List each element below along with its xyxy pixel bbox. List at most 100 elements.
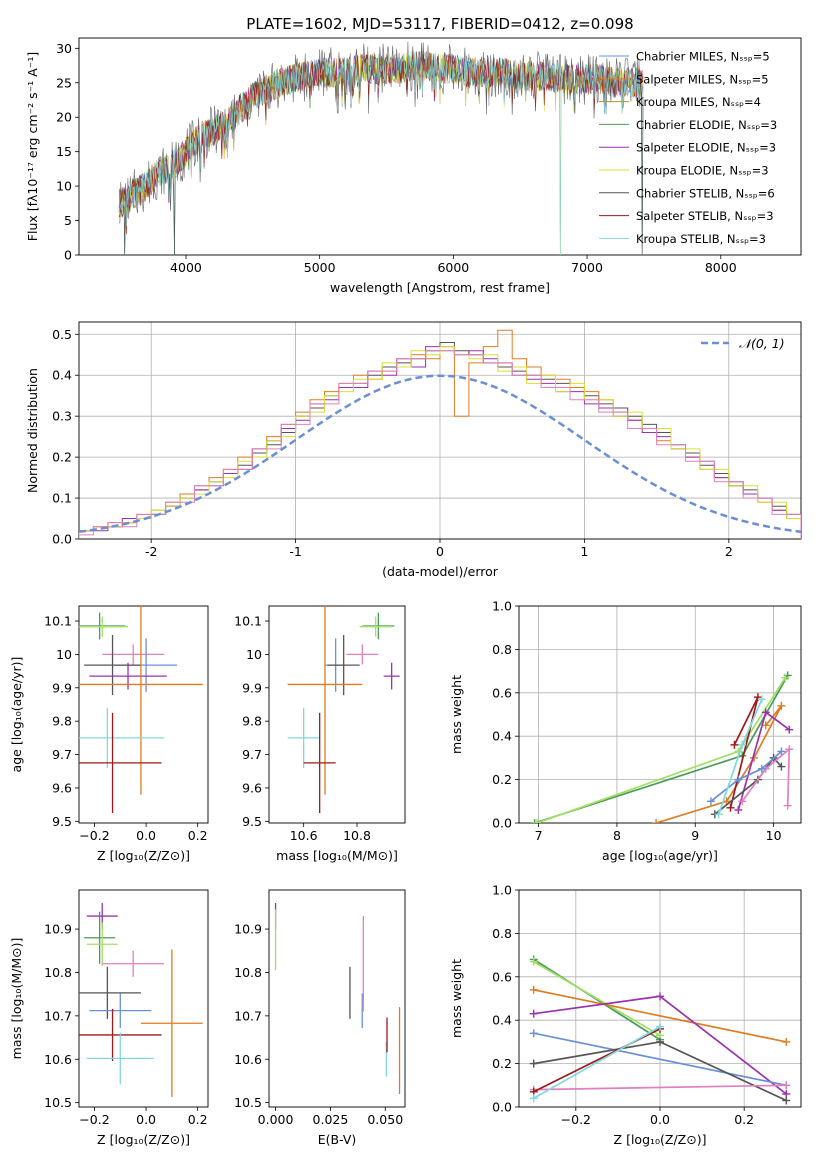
x-axis-label: E(B-V) — [318, 1132, 357, 1147]
x-axis-label: Z [log₁₀(Z/Z⊙)] — [97, 1132, 190, 1147]
x-axis-label: (data-model)/error — [382, 564, 499, 579]
y-axis-label: mass weight — [449, 959, 464, 1038]
chart-residuals: -2 -1 0 1 2 0.0 0.1 0.2 0.3 0.4 0.5 (data-model)/er… — [25, 321, 802, 579]
x-tick-label: 1 — [580, 544, 588, 559]
y-tick-label: 1.0 — [492, 883, 512, 898]
legend-label: Kroupa STELIB, Nₛₛₚ=3 — [636, 232, 766, 246]
chart-weight_vs_Z: −0.2 0.0 0.2 0.0 0.2 0.4 0.6 0.8 1.0 Z [log₁₀(Z/Z… — [449, 883, 802, 1147]
y-tick-label: 0.3 — [52, 409, 72, 424]
weight-line — [710, 750, 782, 802]
x-tick-label: -2 — [145, 544, 157, 559]
y-tick-label: 0.0 — [492, 816, 512, 831]
x-axis-label: Z [log₁₀(Z/Z⊙)] — [614, 1132, 707, 1147]
y-tick-label: 10.9 — [44, 922, 72, 937]
chart-age_vs_mass: 10.6 10.8 9.5 9.6 9.7 9.8 9.9 10 10.1 mass [log₁₀… — [234, 605, 406, 863]
x-tick-label: 9 — [691, 828, 699, 843]
y-tick-label: 0 — [64, 248, 72, 263]
y-axis-label: Flux [fλ10⁻¹⁷ erg cm⁻² s⁻¹ A⁻¹] — [25, 52, 40, 241]
x-axis-label: age [log₁₀(age/yr)] — [602, 848, 718, 863]
normal-curve — [79, 374, 801, 534]
y-axis-label: mass [log₁₀(M/M⊙)] — [9, 938, 24, 1060]
y-tick-label: 9.8 — [242, 714, 262, 729]
legend: Chabrier MILES, Nₛₛₚ=5 Salpeter MILES, Nₛ… — [599, 50, 777, 246]
y-tick-label: 0.4 — [492, 1013, 512, 1028]
plot-area — [79, 606, 203, 813]
x-tick-label: −0.2 — [79, 1112, 109, 1127]
y-tick-label: 10.5 — [234, 1095, 262, 1110]
y-tick-label: 0.0 — [52, 532, 72, 547]
y-tick-label: 9.5 — [52, 814, 72, 829]
axes-frame — [78, 37, 802, 256]
plot-area — [530, 671, 794, 823]
chart-age_vs_Z: −0.2 0.0 0.2 9.5 9.6 9.7 9.8 9.9 10 10.1 Z [log₁₀(… — [9, 605, 209, 863]
legend-label: Salpeter STELIB, Nₛₛₚ=3 — [636, 209, 774, 223]
weight-line — [533, 1025, 661, 1100]
y-axis-label: Normed distribution — [25, 368, 40, 493]
chart-spectrum: 4000 5000 6000 7000 8000 0 5 10 15 20 25 30 waveleng… — [25, 37, 802, 295]
x-tick-label: −0.2 — [561, 1112, 591, 1127]
weight-line — [741, 747, 791, 806]
chart-weight_vs_age: 7 8 9 10 0.0 0.2 0.4 0.6 0.8 1.0 age [log₁₀(age/yr… — [449, 599, 802, 863]
legend-label: Chabrier STELIB, Nₛₛₚ=6 — [636, 186, 775, 200]
y-tick-label: 0.4 — [492, 729, 512, 744]
legend-label: Chabrier ELODIE, Nₛₛₚ=3 — [636, 118, 777, 132]
y-tick-label: 0.2 — [492, 1056, 512, 1071]
y-tick-label: 10.7 — [44, 1008, 72, 1023]
x-tick-label: 2 — [725, 544, 733, 559]
x-tick-label: 0.2 — [188, 1112, 208, 1127]
y-tick-label: 30 — [56, 41, 72, 56]
y-tick-label: 9.9 — [242, 680, 262, 695]
y-tick-label: 10.1 — [44, 614, 72, 629]
plot-area — [118, 41, 644, 255]
x-tick-label: 0.0 — [136, 828, 156, 843]
x-tick-label: 0 — [436, 544, 444, 559]
legend-label: Salpeter ELODIE, Nₛₛₚ=3 — [636, 141, 776, 155]
y-tick-label: 9.9 — [52, 680, 72, 695]
chart-panels: 4000 5000 6000 7000 8000051015202530waveleng… — [9, 37, 802, 1147]
axes-frame — [78, 889, 209, 1108]
y-tick-label: 9.8 — [52, 714, 72, 729]
legend-label: 𝒩(0, 1) — [739, 336, 785, 351]
y-axis-label: mass weight — [449, 675, 464, 754]
legend-label: Chabrier MILES, Nₛₛₚ=5 — [636, 50, 770, 64]
y-tick-label: 0.2 — [52, 450, 72, 465]
y-tick-label: 0.6 — [492, 685, 512, 700]
x-tick-label: 0.0 — [136, 1112, 156, 1127]
y-tick-label: 10.7 — [234, 1008, 262, 1023]
chart-mass_vs_Z: −0.2 0.0 0.2 10.5 10.6 10.7 10.8 10.9 Z [log₁₀(Z… — [9, 889, 209, 1147]
x-tick-label: 6000 — [437, 260, 469, 275]
legend-label: Salpeter MILES, Nₛₛₚ=5 — [636, 72, 769, 86]
chart-mass_vs_ebv: 0.000 0.025 0.050 10.5 10.6 10.7 10.8 10.9 E(B-V… — [234, 889, 406, 1147]
y-tick-label: 10.6 — [234, 1052, 262, 1067]
weight-line — [533, 958, 661, 1041]
x-tick-label: 10.6 — [290, 828, 318, 843]
x-tick-label: 4000 — [170, 260, 202, 275]
y-tick-label: 0.8 — [492, 926, 512, 941]
x-tick-label: 0.000 — [258, 1112, 294, 1127]
y-tick-label: 10.8 — [44, 965, 72, 980]
y-tick-label: 0.6 — [492, 969, 512, 984]
x-tick-label: 0.0 — [650, 1112, 670, 1127]
y-tick-label: 9.7 — [242, 747, 262, 762]
axes-frame — [78, 605, 209, 824]
weight-line — [536, 677, 787, 823]
legend-label: Kroupa ELODIE, Nₛₛₚ=3 — [636, 164, 769, 178]
y-tick-label: 0.8 — [492, 642, 512, 657]
x-tick-label: 8 — [613, 828, 621, 843]
spectrum-line — [118, 41, 644, 255]
y-tick-label: 25 — [56, 75, 72, 90]
y-tick-label: 9.5 — [242, 814, 262, 829]
figure-title: PLATE=1602, MJD=53117, FIBERID=0412, z=0… — [246, 15, 633, 33]
weight-line — [533, 988, 787, 1043]
weight-line — [533, 1032, 787, 1087]
y-tick-label: 15 — [56, 144, 72, 159]
x-tick-label: 7000 — [571, 260, 603, 275]
y-tick-label: 10.5 — [44, 1095, 72, 1110]
plot-area — [529, 955, 791, 1105]
weight-line — [534, 674, 789, 823]
legend-label: Kroupa MILES, Nₛₛₚ=4 — [636, 95, 761, 109]
spectrum-line — [118, 50, 644, 255]
y-tick-label: 10.8 — [234, 965, 262, 980]
histogram-step — [79, 350, 801, 539]
